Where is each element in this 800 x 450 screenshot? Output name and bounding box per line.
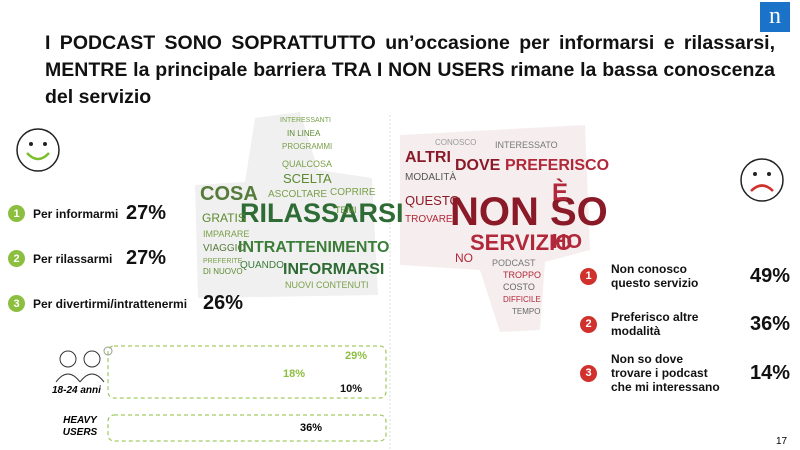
title: I PODCAST SONO SOPRATTUTTO un’occasione … (45, 32, 775, 108)
cloud-word: PROGRAMMI (282, 142, 332, 151)
reason-row: 2 Per rilassarmi 27% (8, 247, 166, 269)
page-number: 17 (776, 436, 788, 447)
person-icon (83, 350, 101, 368)
eye (43, 142, 47, 146)
heavy-value: 36% (300, 422, 323, 434)
reason-label: Per informarmi (33, 206, 119, 221)
thumb-up (195, 112, 378, 298)
age-value: 18% (283, 368, 306, 380)
barrier-row: 2 Preferisco altre modalità 36% (580, 310, 790, 338)
cloud-word: TROPPO (503, 270, 541, 280)
barrier-row: 1 Non conosco questo servizio 49% (580, 262, 790, 290)
cloud-word: QUANDO (240, 260, 284, 271)
cloud-word: VIAGGIO (203, 243, 245, 254)
smile (26, 152, 50, 161)
cloud-word: INTRATTENIMENTO (238, 239, 389, 256)
cloud-word: NON SO (450, 190, 608, 234)
barrier-label: Non conosco questo servizio (611, 262, 699, 290)
cloud-word: PREFERITE (203, 258, 243, 265)
barrier-row: 3 Non so dove trovare i podcast che mi in… (580, 352, 790, 394)
age-box (107, 345, 387, 399)
barrier-value: 14% (749, 361, 790, 384)
cloud-word: INFORMARSI (283, 261, 384, 278)
cloud-word: COPRIRE (330, 187, 376, 198)
reason-label: Per divertirmi/intrattenermi (33, 296, 188, 311)
cloud-word: DI NUOVO (203, 267, 243, 276)
person-icon (59, 350, 77, 368)
age-value: 29% (345, 350, 368, 362)
eye (767, 172, 771, 176)
cloud-word: DOVE (455, 157, 501, 174)
cloud-word: COSA (200, 183, 258, 205)
cloud-word: TEMI (335, 205, 357, 215)
reason-value: 26% (203, 292, 244, 314)
person-icon (55, 373, 105, 383)
cloud-word: QUESTO (405, 193, 460, 208)
thumb-down (400, 125, 590, 332)
cloud-word: RILASSARSI (240, 198, 404, 228)
heavy-box (107, 414, 387, 442)
reason-value: 27% (126, 202, 167, 224)
cloud-word: ALTRI (405, 149, 451, 166)
eye (29, 142, 33, 146)
smile-face (16, 128, 60, 172)
age-label: 18-24 anni (52, 385, 101, 396)
cloud-word: TROVARE (405, 214, 453, 225)
cloud-word: COSTO (503, 282, 535, 292)
cloud-word: MODALITÀ (405, 170, 456, 183)
cloud-word: DIFFICILE (503, 295, 541, 304)
barrier-value: 49% (749, 264, 790, 287)
rank-badge: 2 (580, 315, 597, 333)
cloud-word: SERVIZIO (470, 230, 572, 255)
cloud-word: IMPARARE (203, 229, 249, 239)
rank-badge: 3 (8, 295, 25, 312)
cloud-word: GRATIS (202, 211, 246, 225)
cloud-word: ASCOLTARE (268, 189, 327, 200)
barrier-label: Non so dove trovare i podcast che mi int… (611, 352, 720, 394)
heavy-label: HEAVY USERS (62, 415, 98, 438)
eye (753, 172, 757, 176)
barrier-value: 36% (749, 312, 790, 335)
reason-row: 3 Per divertirmi/intrattenermi 26% (8, 292, 243, 314)
cloud-word: SCELTA (283, 171, 332, 186)
rank-badge: 3 (580, 364, 597, 382)
cloud-word: HO (552, 231, 582, 253)
cloud-word: È (552, 178, 568, 206)
rank-badge: 1 (8, 205, 25, 222)
cloud-word: INTERESSATO (495, 140, 558, 150)
cloud-word: CONOSCO (435, 138, 476, 147)
cloud-word: NUOVI CONTENUTI (285, 280, 369, 290)
cloud-word: QUALCOSA (282, 159, 332, 169)
cloud-word: IN LINEA (287, 129, 321, 138)
cloud-word: PODCAST (492, 258, 536, 268)
reason-row: 1 Per informarmi 27% (8, 202, 166, 224)
rank-badge: 1 (580, 267, 597, 285)
cloud-word: PREFERISCO (505, 157, 609, 174)
rank-badge: 2 (8, 250, 25, 267)
cloud-word: INTERESSANTI (280, 117, 331, 124)
logo: n (760, 2, 790, 32)
reason-value: 27% (126, 247, 167, 269)
frown (750, 184, 774, 192)
reason-label: Per rilassarmi (33, 251, 113, 266)
cloud-word: NO (455, 251, 473, 265)
barrier-label: Preferisco altre modalità (611, 310, 699, 338)
age-value: 10% (340, 383, 363, 395)
sad-face (740, 158, 784, 202)
cloud-word: TEMPO (512, 307, 540, 316)
